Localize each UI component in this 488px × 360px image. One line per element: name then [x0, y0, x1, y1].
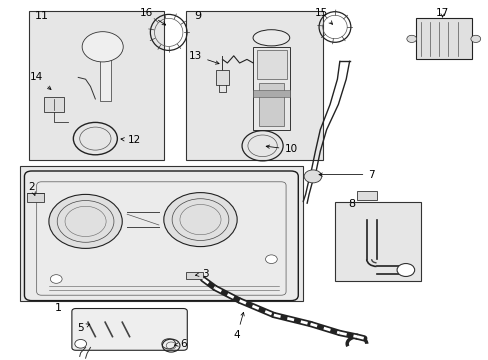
Text: 2: 2 — [28, 182, 35, 195]
Circle shape — [89, 35, 121, 58]
Bar — [259, 83, 283, 126]
Circle shape — [470, 35, 480, 42]
Text: 6: 6 — [174, 339, 186, 349]
Text: 12: 12 — [121, 135, 141, 145]
Text: 11: 11 — [35, 11, 48, 21]
Text: 7: 7 — [318, 170, 374, 180]
Circle shape — [163, 193, 237, 247]
FancyBboxPatch shape — [72, 309, 187, 350]
Text: 13: 13 — [188, 51, 219, 64]
Text: 5: 5 — [77, 323, 90, 333]
FancyBboxPatch shape — [24, 171, 298, 301]
Bar — [334, 202, 420, 281]
Bar — [185, 11, 322, 160]
Text: 8: 8 — [348, 199, 355, 210]
Bar — [29, 11, 163, 160]
Circle shape — [406, 35, 416, 42]
Bar — [27, 193, 44, 202]
Bar — [216, 70, 228, 85]
Bar — [253, 90, 289, 97]
Text: 10: 10 — [265, 144, 297, 154]
Bar — [20, 166, 303, 301]
Bar — [256, 50, 286, 79]
Bar — [356, 191, 376, 200]
Bar — [100, 59, 111, 101]
Text: 15: 15 — [314, 8, 332, 24]
Bar — [185, 272, 203, 279]
Ellipse shape — [253, 30, 289, 46]
Text: 14: 14 — [30, 72, 51, 90]
Text: 9: 9 — [194, 11, 201, 21]
Circle shape — [265, 255, 277, 264]
Circle shape — [396, 264, 414, 276]
Circle shape — [304, 170, 321, 183]
Bar — [253, 47, 289, 130]
Circle shape — [50, 275, 62, 283]
Bar — [44, 97, 63, 112]
Circle shape — [49, 194, 122, 248]
Text: 17: 17 — [435, 8, 448, 18]
Bar — [415, 18, 471, 59]
Circle shape — [82, 32, 123, 62]
Text: 4: 4 — [233, 312, 244, 340]
Text: 1: 1 — [55, 303, 62, 313]
Circle shape — [75, 339, 86, 348]
Text: 16: 16 — [140, 8, 165, 25]
Text: 3: 3 — [195, 269, 208, 279]
